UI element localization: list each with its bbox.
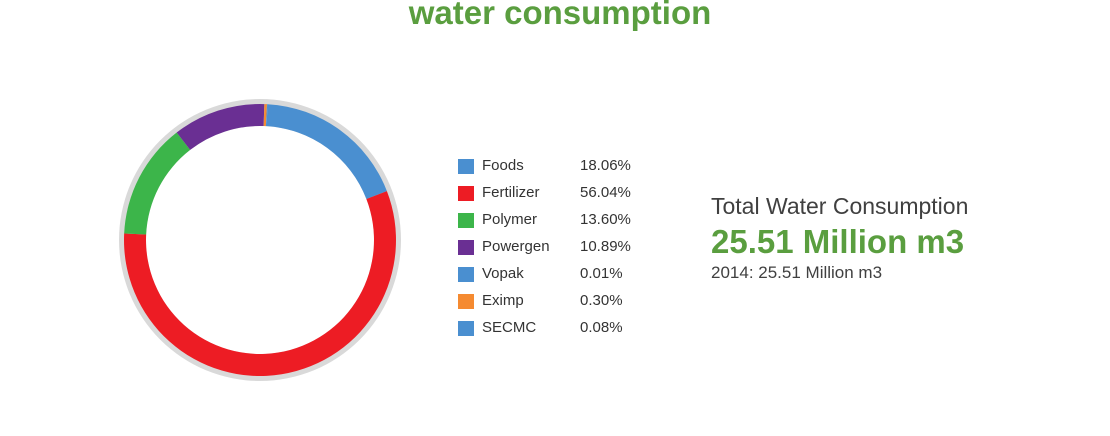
legend-label: Fertilizer — [482, 184, 540, 201]
legend-swatch — [458, 213, 474, 228]
legend-value: 10.89% — [580, 238, 631, 255]
legend-swatch — [458, 321, 474, 336]
donut-hole — [146, 126, 374, 354]
legend-item-fertilizer: Fertilizer 56.04% — [458, 180, 658, 207]
legend-label: Powergen — [482, 238, 550, 255]
legend-swatch — [458, 159, 474, 174]
legend-item-secmc: SECMC 0.08% — [458, 315, 658, 342]
donut-slices — [123, 104, 397, 377]
donut-slice-powergen — [176, 104, 265, 150]
donut-chart — [119, 99, 401, 381]
legend-item-foods: Foods 18.06% — [458, 153, 658, 180]
legend-label: SECMC — [482, 319, 537, 336]
legend-label: Vopak — [482, 265, 524, 282]
donut-slice-polymer — [124, 132, 191, 235]
total-value: 25.51 Million m3 — [711, 223, 965, 260]
legend-value: 0.30% — [580, 292, 623, 309]
previous-year-total: 2014: 25.51 Million m3 — [711, 263, 883, 282]
donut-slice-vopak — [263, 104, 265, 127]
donut-slice-eximp — [263, 104, 267, 127]
legend-value: 56.04% — [580, 184, 631, 201]
legend-label: Foods — [482, 157, 524, 174]
legend-label: Polymer — [482, 211, 538, 228]
legend-value: 0.01% — [580, 265, 623, 282]
legend-swatch — [458, 267, 474, 282]
legend-item-vopak: Vopak 0.01% — [458, 261, 658, 288]
donut-slice-secmc — [265, 104, 268, 127]
chart-title: water consumption — [408, 0, 712, 31]
donut-slice-foods — [266, 104, 387, 200]
legend-item-powergen: Powergen 10.89% — [458, 234, 658, 261]
legend-value: 13.60% — [580, 211, 631, 228]
legend-swatch — [458, 186, 474, 201]
total-label: Total Water Consumption — [711, 193, 969, 219]
legend-swatch — [458, 240, 474, 255]
legend-item-eximp: Eximp 0.30% — [458, 288, 658, 315]
legend-label: Eximp — [482, 292, 524, 309]
legend-value: 0.08% — [580, 319, 623, 336]
legend-swatch — [458, 294, 474, 309]
legend-value: 18.06% — [580, 157, 631, 174]
total-summary: Total Water Consumption 25.51 Million m3… — [711, 192, 1091, 284]
legend-item-polymer: Polymer 13.60% — [458, 207, 658, 234]
chart-legend: Foods 18.06% Fertilizer 56.04% Polymer 1… — [458, 153, 658, 342]
